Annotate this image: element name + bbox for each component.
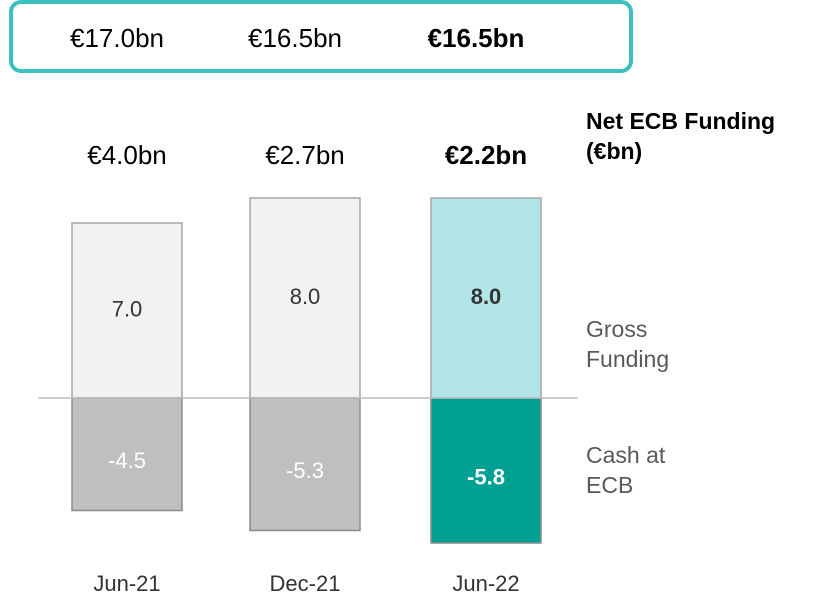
net-label: €2.7bn	[265, 140, 345, 170]
total-label: €17.0bn	[70, 23, 164, 53]
data-label: -5.3	[286, 458, 324, 483]
bar	[430, 197, 542, 399]
total-box	[9, 0, 633, 73]
data-label: 7.0	[112, 296, 143, 321]
x-tick-label: Jun-22	[452, 571, 519, 596]
net-label: €4.0bn	[87, 140, 167, 170]
chart-title: Net ECB Funding (€bn)	[586, 108, 776, 164]
total-label: €16.5bn	[248, 23, 342, 53]
bar	[249, 397, 361, 532]
total-label: €16.5bn	[428, 23, 525, 53]
data-label: -4.5	[108, 448, 146, 473]
bar	[249, 197, 361, 399]
x-tick-label: Dec-21	[270, 571, 341, 596]
bar	[430, 397, 542, 544]
bar	[71, 397, 183, 512]
legend-label: Cash at ECB	[586, 442, 666, 498]
net-label: €2.2bn	[445, 140, 527, 170]
data-label: 8.0	[290, 284, 321, 309]
data-label: -5.8	[467, 464, 505, 489]
legend-label: Gross Funding	[586, 316, 670, 372]
x-tick-label: Jun-21	[93, 571, 160, 596]
data-label: 8.0	[471, 284, 502, 309]
